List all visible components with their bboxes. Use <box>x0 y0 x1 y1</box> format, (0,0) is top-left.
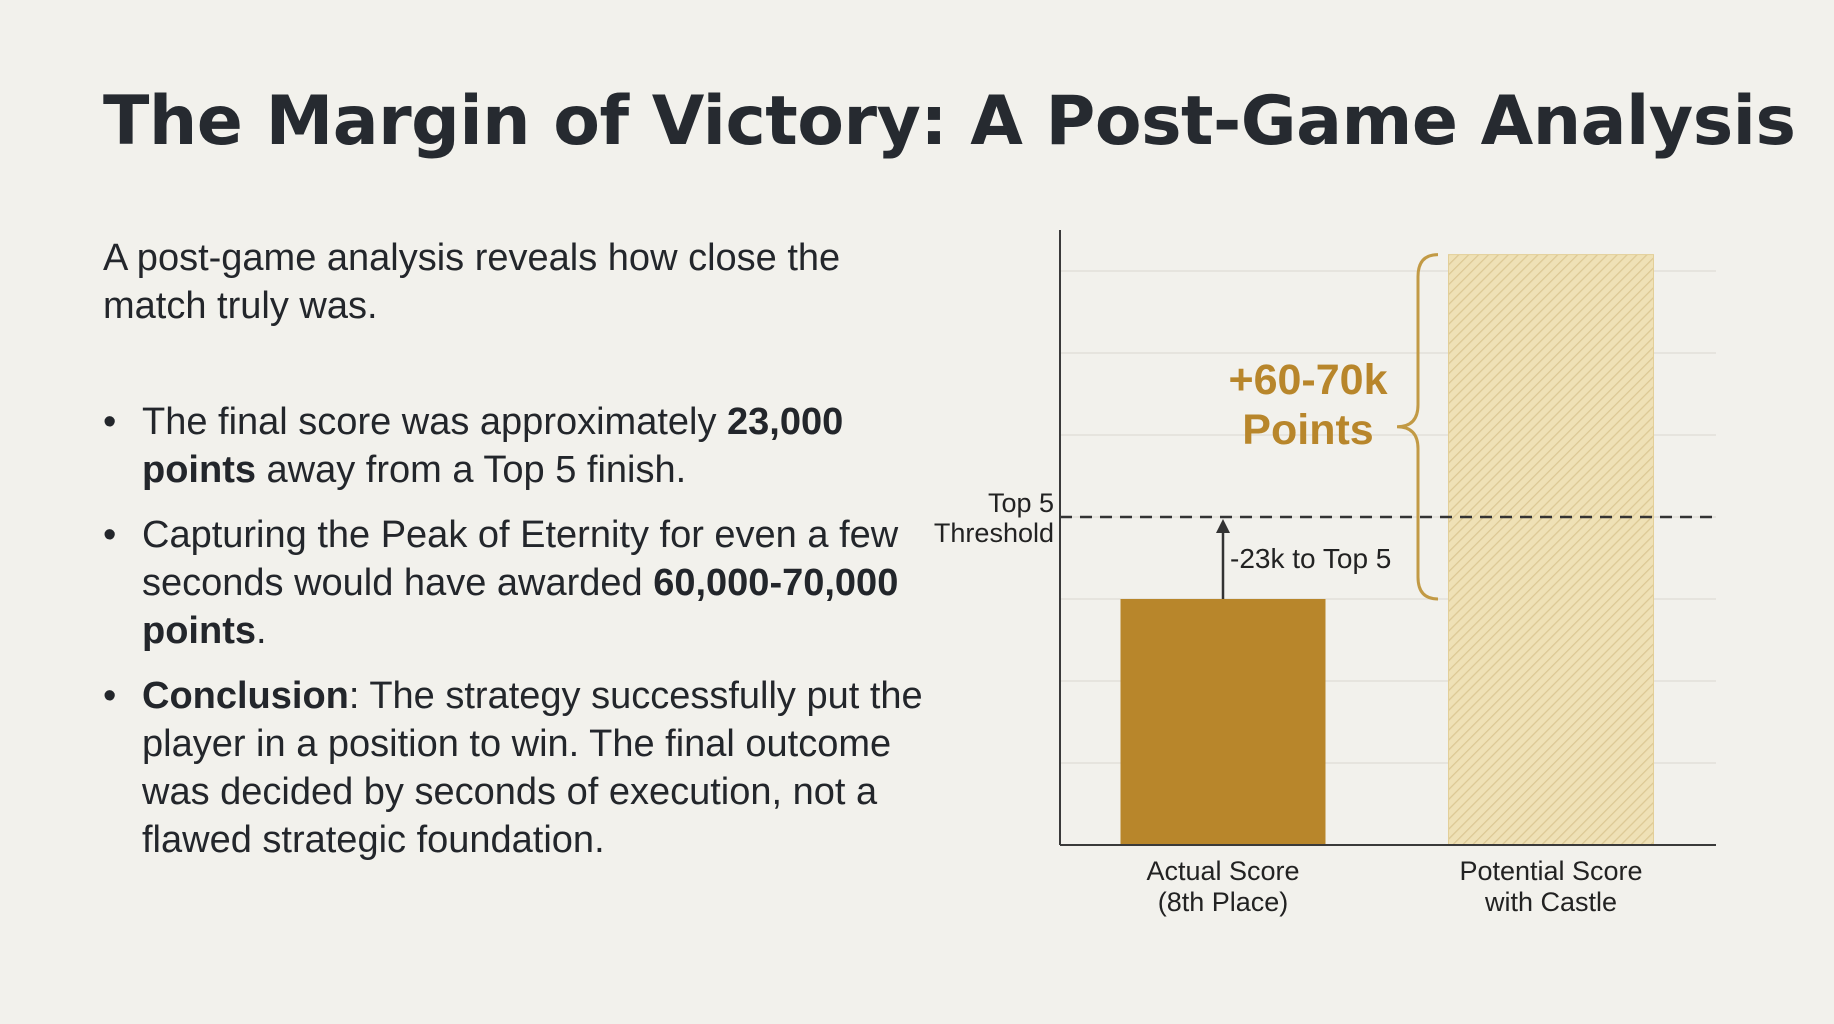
bullet-marker: • <box>103 675 117 717</box>
intro-text: A post-game analysis reveals how close t… <box>103 237 841 327</box>
brace-bracket <box>1396 253 1439 601</box>
bullet-text: : The strategy successfully put the play… <box>142 675 923 861</box>
bullet-item: • Capturing the Peak of Eternity for eve… <box>103 511 923 655</box>
bullet-bold-text: 60,000-70,000 points <box>142 562 899 652</box>
bars <box>1120 254 1654 846</box>
bullet-text: . <box>255 610 267 652</box>
bullet-text: The final score was approximately <box>142 401 728 443</box>
bullet-marker: • <box>103 401 117 443</box>
threshold-label: Top 5 Threshold <box>934 488 1054 548</box>
annotations: Top 5 Threshold -23k to Top 5 +60-70k Points <box>934 253 1716 601</box>
bullet-item: • Conclusion: The strategy successfully … <box>103 672 923 864</box>
category-label-potential: Potential Score with Castle <box>1459 856 1642 917</box>
bullet-marker: • <box>103 514 117 556</box>
bar-potential-score <box>1448 254 1654 846</box>
axes <box>1059 230 1716 846</box>
category-labels: Actual Score (8th Place) Potential Score wi… <box>1146 856 1642 917</box>
gain-annotation: +60-70k Points <box>1228 356 1387 454</box>
page-title: The Margin of Victory: A Post-Game Analy… <box>103 82 1796 161</box>
bullet-text: away from a Top 5 finish. <box>255 449 687 491</box>
gap-arrow-head <box>1216 519 1230 533</box>
bullet-text: Capturing the Peak of Eternity for even … <box>142 514 899 604</box>
bullet-bold-text: 23,000 points <box>142 401 844 491</box>
category-label-actual: Actual Score (8th Place) <box>1146 856 1299 917</box>
bar-actual-score <box>1120 599 1326 845</box>
bullet-list: • The final score was approximately 23,0… <box>103 398 923 881</box>
bullet-bold-text: Conclusion <box>142 675 349 717</box>
bullet-item: • The final score was approximately 23,0… <box>103 398 923 494</box>
gap-annotation: -23k to Top 5 <box>1230 543 1391 574</box>
